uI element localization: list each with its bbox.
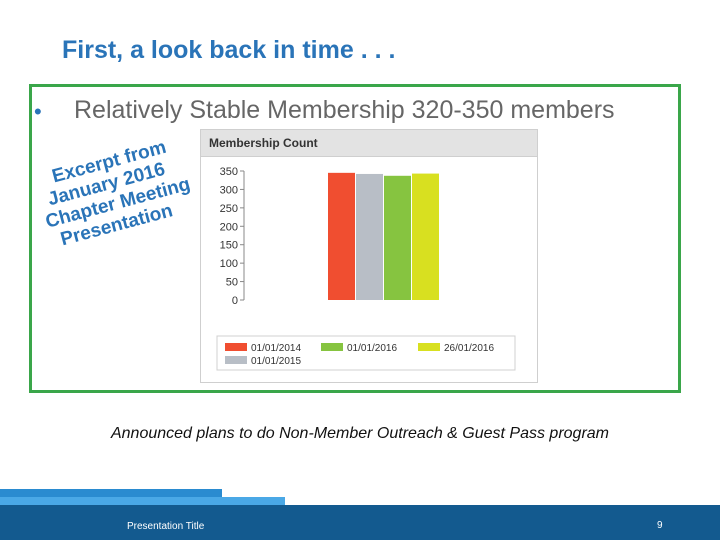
bar-01-01-2015 xyxy=(356,173,383,300)
y-tick-label: 150 xyxy=(220,240,238,252)
y-tick-label: 200 xyxy=(220,221,238,233)
y-tick-label: 250 xyxy=(220,203,238,215)
bullet-text: Relatively Stable Membership 320-350 mem… xyxy=(74,96,615,124)
bar-01-01-2016 xyxy=(384,175,411,300)
y-tick-label: 100 xyxy=(220,258,238,270)
y-tick-label: 350 xyxy=(220,166,238,178)
chart-header: Membership Count xyxy=(201,130,537,157)
bar-01-01-2014 xyxy=(328,172,355,300)
slide-title: First, a look back in time . . . xyxy=(62,36,396,64)
y-tick-label: 300 xyxy=(220,184,238,196)
bullet-marker: • xyxy=(34,99,42,124)
membership-chart-panel: Membership Count 0 50 100 150 200 250 300 350 01… xyxy=(200,129,538,383)
legend-label: 01/01/2015 xyxy=(251,356,301,367)
legend-swatch xyxy=(225,343,247,351)
chart-title: Membership Count xyxy=(209,136,318,150)
legend-label: 01/01/2016 xyxy=(347,343,397,354)
highlight-frame xyxy=(29,84,681,393)
legend-box xyxy=(216,335,516,371)
legend-swatch xyxy=(418,343,440,351)
footer-stripe-bottom xyxy=(0,497,285,505)
page-number: 9 xyxy=(657,520,663,531)
footer-band xyxy=(0,505,720,540)
legend-label: 26/01/2016 xyxy=(444,343,494,354)
footer-stripe-top xyxy=(0,489,222,497)
legend-swatch xyxy=(321,343,343,351)
legend-swatch xyxy=(225,356,247,364)
bar-26-01-2016 xyxy=(412,173,439,300)
y-tick-label: 0 xyxy=(232,295,238,307)
footer-presentation-title: Presentation Title xyxy=(127,521,205,532)
legend-label: 01/01/2014 xyxy=(251,343,301,354)
membership-chart: 0 50 100 150 200 250 300 350 01/01/2014 01/01/201… xyxy=(216,166,516,371)
y-tick-label: 50 xyxy=(226,277,238,289)
announcement-text: Announced plans to do Non-Member Outreac… xyxy=(110,425,610,442)
